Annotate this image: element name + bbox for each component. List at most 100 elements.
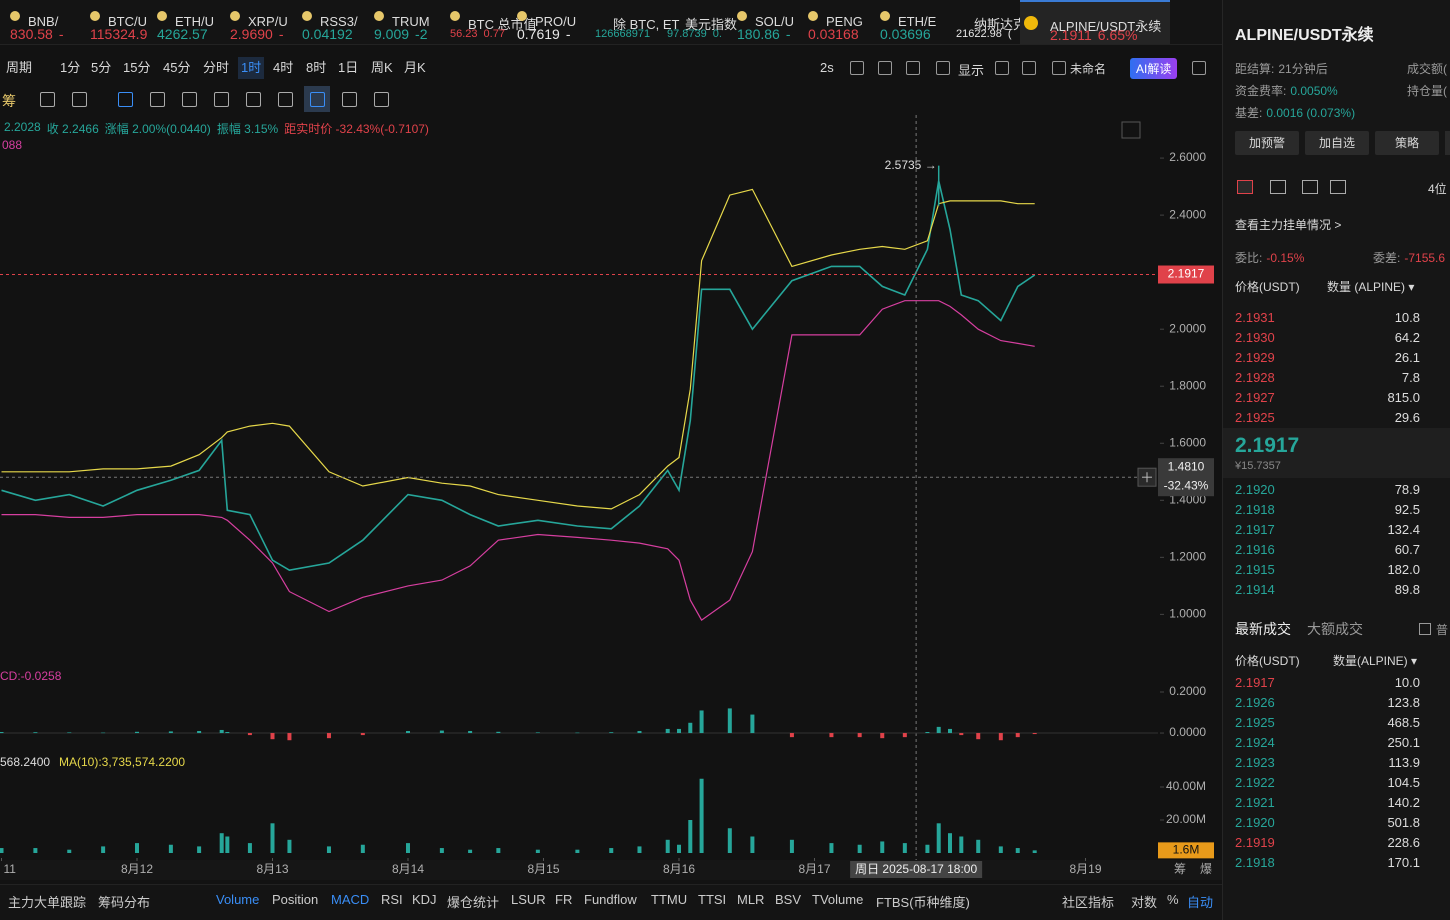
info-item: 涨幅 2.00%(0.0440) — [104, 122, 211, 136]
indicator-tab[interactable]: RSI — [381, 892, 403, 907]
ticker[interactable]: BTC/U 115324.9 — [86, 0, 151, 44]
indicator-tab[interactable]: KDJ — [412, 892, 437, 907]
bottom-tab[interactable]: 主力大单跟踪 — [8, 895, 87, 910]
macd-bar — [727, 708, 732, 734]
bottom-right-tab[interactable]: 对数 — [1131, 895, 1158, 910]
panel-button[interactable]: 加自选 — [1305, 131, 1369, 155]
period-button[interactable]: 分时 — [203, 60, 230, 75]
period-button[interactable]: 15分 — [123, 60, 151, 75]
macd-bar — [360, 733, 365, 736]
period-button[interactable]: 45分 — [163, 60, 191, 75]
tool-icon[interactable] — [906, 61, 920, 75]
period-button[interactable]: 4时 — [273, 60, 294, 75]
bottom-tab[interactable]: 筹码分布 — [98, 895, 151, 910]
draw-label[interactable]: 筹 — [2, 93, 16, 109]
ticker[interactable]: 除 BTC, ET 126668971 — [591, 0, 679, 44]
ticker-price: 2.9690 — [230, 26, 273, 42]
period-button[interactable]: 1日 — [338, 60, 359, 75]
indicator-tab[interactable]: TTMU — [651, 892, 688, 907]
ticker[interactable]: 美元指数 97.8739 0. — [663, 0, 737, 44]
tool-icon[interactable] — [1192, 61, 1206, 75]
checkbox[interactable] — [1419, 623, 1431, 635]
period-button[interactable]: 1时 — [238, 57, 265, 79]
ask-price: 2.1931 — [1235, 310, 1275, 325]
fullscreen-icon[interactable] — [1121, 121, 1141, 139]
indicator-tab[interactable]: Fundflow — [584, 892, 637, 907]
ticker[interactable]: XRP/U 2.9690- — [226, 0, 296, 44]
indicator-tab[interactable]: Volume — [216, 892, 260, 907]
tool-icon[interactable] — [850, 61, 864, 75]
info-item: 2.2028 — [4, 120, 41, 134]
indicator-tab[interactable]: LSUR — [511, 892, 546, 907]
ai-button[interactable]: AI解读 — [1130, 58, 1178, 79]
chart-bg — [0, 44, 1222, 890]
bottom-right-tab[interactable]: % — [1167, 892, 1179, 907]
indicator-tab[interactable]: MACD — [331, 892, 370, 907]
indicator-tab[interactable]: TTSI — [698, 892, 727, 907]
ticker[interactable]: RSS3/0.04192 — [298, 0, 368, 44]
volume-bar — [406, 843, 411, 853]
trade-tab[interactable]: 最新成交 — [1235, 621, 1291, 637]
crosshair-time: 周日 2025-08-17 18:00 — [855, 862, 977, 876]
indicator-tab[interactable]: FTBS(币种维度) — [876, 895, 970, 910]
refresh-rate[interactable]: 2s — [820, 60, 834, 75]
ticker[interactable]: ETH/U 4262.57 — [153, 0, 224, 44]
display-menu[interactable]: 显示 — [958, 63, 985, 78]
trade-tab[interactable]: 普 — [1436, 623, 1449, 637]
ticker[interactable]: PENG 0.03168 — [804, 0, 874, 44]
macd-bar — [609, 732, 614, 734]
macd-bar — [535, 732, 540, 734]
period-button[interactable]: 周K — [371, 60, 393, 75]
ticker[interactable]: BNB/830.58- — [6, 0, 84, 44]
ticker[interactable]: 纳斯达克指 21622.98( — [952, 0, 1039, 44]
panel-button[interactable]: 策略 — [1375, 131, 1439, 155]
layout-menu[interactable]: 未命名 — [1070, 62, 1107, 76]
ticker[interactable]: ETH/E 0.03696 — [876, 0, 950, 44]
indicator-tab[interactable]: 爆仓统计 — [447, 895, 500, 910]
draw-tool[interactable] — [304, 86, 330, 112]
ticker[interactable]: BTC 总市值 56.23 0.77 — [446, 0, 537, 44]
tool-icon[interactable] — [1052, 61, 1066, 75]
ticker[interactable]: TRUM 9.009 -2 — [370, 0, 444, 44]
tool-icon[interactable] — [936, 61, 950, 75]
depth-link[interactable]: 查看主力挂单情况 > — [1235, 218, 1342, 232]
period-button[interactable]: 周期 — [6, 60, 33, 75]
book-view-icon[interactable] — [1237, 180, 1253, 194]
ticker[interactable]: ALPINE/USDT永续 2.1911 6.65% — [1020, 0, 1170, 44]
ticker[interactable]: PRO/U 0.7619- — [513, 0, 589, 44]
book-view-icon[interactable] — [1270, 180, 1286, 194]
period-button[interactable]: 月K — [404, 60, 426, 75]
last-price-box — [1158, 265, 1214, 284]
ticker-change: 0. — [712, 28, 722, 40]
panel-button[interactable]: 加预警 — [1235, 131, 1299, 155]
bottom-right-tab[interactable]: 社区指标 — [1062, 895, 1115, 910]
trade-qty: 123.8 — [1387, 695, 1420, 710]
tool-icon[interactable] — [878, 61, 892, 75]
trade-header[interactable]: 数量(ALPINE) ▾ — [1333, 654, 1418, 668]
period-button[interactable]: 8时 — [306, 60, 327, 75]
bottom-right-tab[interactable]: 自动 — [1187, 895, 1214, 910]
indicator-tab[interactable]: FR — [555, 892, 573, 907]
book-view-icon[interactable] — [1302, 180, 1318, 194]
axis-side-label[interactable]: 爆 — [1200, 862, 1212, 876]
axis-side-label[interactable]: 筹 — [1174, 862, 1186, 876]
ticker-price-row: 0.03696 — [880, 26, 931, 42]
macd-bar — [33, 732, 38, 734]
book-header[interactable]: 数量 (ALPINE) ▾ — [1327, 280, 1415, 294]
indicator-tab[interactable]: Position — [272, 892, 319, 907]
period-button[interactable]: 5分 — [91, 60, 112, 75]
precision[interactable]: 4位 — [1428, 182, 1447, 196]
panel-button[interactable] — [1445, 131, 1450, 155]
tool-icon[interactable] — [995, 61, 1009, 75]
ticker-name: RSS3/ — [320, 14, 358, 29]
trade-tab[interactable]: 大额成交 — [1307, 621, 1363, 637]
macd-bar — [197, 730, 202, 734]
period-button[interactable]: 1分 — [60, 60, 81, 75]
tool-icon[interactable] — [1022, 61, 1036, 75]
ticker[interactable]: SOL/U 180.86- — [733, 0, 802, 44]
indicator-tab[interactable]: TVolume — [812, 892, 864, 907]
indicator-tab[interactable]: MLR — [737, 892, 765, 907]
book-view-icon[interactable] — [1330, 180, 1346, 194]
x-tick-label: 8月19 — [1069, 862, 1101, 876]
indicator-tab[interactable]: BSV — [775, 892, 802, 907]
